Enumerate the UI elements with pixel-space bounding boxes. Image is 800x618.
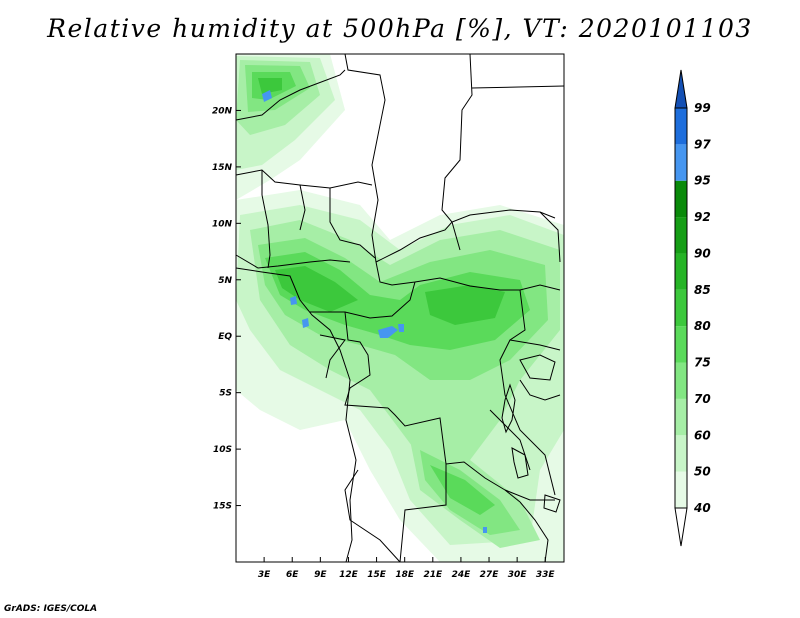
colorbar-label: 92 [694,210,711,224]
lon-tick-label: 6E [286,570,299,580]
colorbar: 40 50 60 70 75 80 85 90 92 95 97 99 [674,69,711,547]
lat-tick-label: 10N [212,219,233,229]
colorbar-segment [675,289,687,327]
humidity-field [236,54,564,562]
colorbar-outline [674,107,688,509]
humidity-97-spots [262,90,487,533]
colorbar-lower-arrow [674,507,688,547]
colorbar-label: 97 [694,137,711,151]
longitude-ticks: 3E 6E 9E 12E 15E 18E 21E 24E 27E 30E 33E [258,557,556,580]
latitude-ticks: 20N 15N 10N 5N EQ 5S 10S 15S [212,106,241,512]
coastline [235,267,357,563]
lat-tick-label: 15N [212,163,233,173]
lon-tick-label: 30E [508,570,528,580]
lon-tick-label: 24E [452,570,472,580]
colorbar-segment [675,362,687,399]
lon-tick-label: 12E [339,570,359,580]
colorbar-segment [675,180,687,218]
colorbar-label: 40 [693,501,711,515]
colorbar-label: 99 [694,101,711,115]
map-title: Relative humidity at 500hPa [%], VT: 202… [47,14,753,43]
lon-tick-label: 27E [480,570,500,580]
lake-outlines [501,354,561,513]
colorbar-label: 70 [694,392,711,406]
colorbar-label: 75 [694,356,711,370]
lat-tick-label: EQ [218,332,232,342]
colorbar-segment [675,398,687,436]
lon-tick-label: 21E [423,570,443,580]
colorbar-segment [675,253,687,290]
lon-tick-label: 33E [536,570,556,580]
colorbar-label: 60 [694,428,711,442]
colorbar-segment [675,435,687,472]
colorbar-label: 85 [694,283,711,297]
colorbar-label: 95 [694,174,711,188]
colorbar-label: 90 [694,246,711,260]
grads-credit: GrADS: IGES/COLA [4,604,98,614]
lat-tick-label: 5N [218,276,232,286]
colorbar-segment [675,217,687,254]
lon-tick-label: 3E [258,570,271,580]
colorbar-label: 80 [694,319,711,333]
lat-tick-label: 5S [219,389,232,399]
lon-tick-label: 18E [395,570,415,580]
lon-tick-label: 15E [367,570,387,580]
humidity-85-band [258,78,505,325]
colorbar-segment [675,471,687,508]
colorbar-segment [675,144,687,181]
country-borders [235,53,565,563]
lat-tick-label: 10S [213,445,232,455]
colorbar-segment [675,108,687,145]
colorbar-segment [675,326,687,363]
colorbar-upper-arrow [674,69,688,109]
colorbar-label: 50 [694,465,711,479]
lat-tick-label: 20N [212,106,233,116]
lat-tick-label: 15S [213,502,232,512]
lon-tick-label: 9E [314,570,327,580]
map-frame [235,53,565,563]
